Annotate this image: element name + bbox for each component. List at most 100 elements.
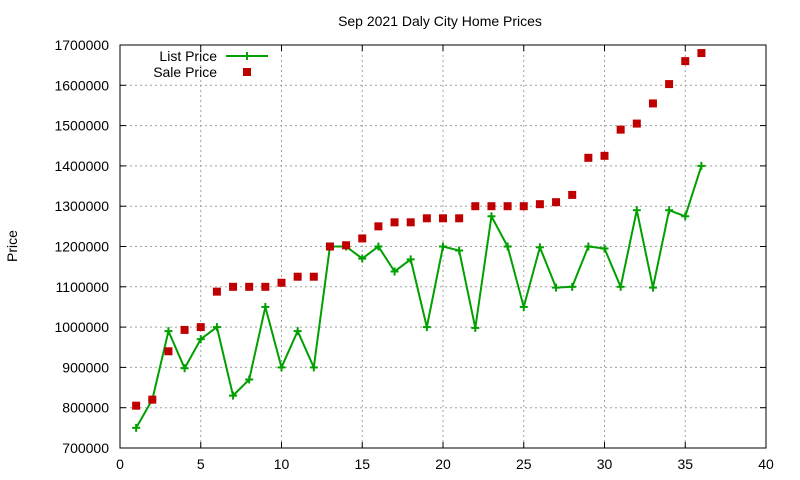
list-price-point [600,244,609,253]
list-price-point [487,212,496,221]
list-price-point [358,254,367,263]
sale-price-point [600,151,609,160]
list-price-point [229,391,238,400]
list-price-point [681,212,690,221]
list-price-point [245,375,254,384]
list-price-point [439,242,447,251]
list-price-point [697,161,706,170]
sale-price-point [309,272,318,281]
list-price-point [584,242,593,251]
sale-price-point [503,202,512,211]
sale-price-point [358,234,367,243]
sale-price-point [342,241,351,250]
sale-price-point [164,347,173,356]
legend-swatch-sale-price [243,68,251,76]
sale-price-point [471,202,480,211]
list-price-point [196,335,205,344]
series-sale-price [132,49,706,410]
sale-price-point [374,222,383,231]
y-tick-label: 1500000 [54,118,109,134]
x-tick-label: 40 [758,456,774,472]
list-price-point [519,302,528,311]
sale-price-point [245,282,254,291]
list-price-point [422,323,431,332]
sale-price-point [632,119,641,128]
sale-price-point [293,272,302,281]
legend-label: List Price [159,48,217,64]
sale-price-point [681,57,690,66]
sale-price-point [616,125,625,134]
list-price-point [277,363,286,372]
sale-price-point [212,287,221,296]
y-tick-label: 1700000 [54,37,109,53]
chart-title: Sep 2021 Daly City Home Prices [338,13,542,29]
sale-price-point [148,395,157,404]
list-price-point [406,255,415,264]
sale-price-point [665,80,674,89]
list-price-point [471,323,480,332]
list-price-point [293,327,302,336]
sale-price-point [229,282,238,291]
y-tick-label: 800000 [62,400,109,416]
sale-price-point [439,214,447,223]
y-tick-label: 900000 [62,359,109,375]
list-price-point [665,206,674,215]
list-price-point [568,282,577,291]
list-price-point [309,363,318,372]
sale-price-point [406,218,415,227]
x-tick-label: 0 [116,456,124,472]
x-tick-label: 10 [274,456,290,472]
x-tick-label: 5 [197,456,205,472]
axis-ticks: 0 5 10 15 20 25 30 35 40 700000 800000 900000 100000… [54,37,774,472]
list-price-line [135,165,703,429]
list-price-point [455,246,464,255]
sale-price-point [325,242,334,251]
list-price-point [164,327,173,336]
list-price-point [632,206,641,215]
list-price-point [648,283,657,292]
sale-price-point [552,198,561,207]
y-tick-label: 1000000 [54,319,109,335]
sale-price-point [390,218,399,227]
y-tick-label: 1400000 [54,158,109,174]
list-price-point [390,267,399,276]
x-tick-label: 20 [435,456,451,472]
series-list-price [132,161,706,432]
sale-price-point [697,49,706,58]
sale-price-point [132,401,141,410]
x-tick-label: 30 [597,456,613,472]
y-tick-label: 700000 [62,440,109,456]
sale-price-point [519,202,528,211]
x-tick-label: 15 [354,456,370,472]
sale-price-point [648,99,657,108]
legend-marker-list-price [243,52,251,60]
sale-price-point [196,323,205,332]
y-tick-label: 1300000 [54,198,109,214]
list-price-point [552,283,561,292]
sale-price-point [487,202,496,211]
sale-price-point [568,190,577,199]
sale-price-point [422,214,431,223]
y-tick-label: 1600000 [54,77,109,93]
sale-price-point [180,325,189,334]
series [132,49,706,432]
sale-price-point [277,278,286,287]
y-axis-label: Price [4,230,20,262]
y-tick-label: 1100000 [56,279,110,295]
list-price-point [535,243,544,252]
sale-price-point [261,282,270,291]
sale-price-point [584,153,593,162]
x-tick-label: 35 [677,456,693,472]
list-price-point [132,423,141,432]
list-price-point [212,323,221,332]
list-price-point [374,242,383,251]
y-tick-label: 1200000 [54,239,109,255]
list-price-point [180,364,189,373]
list-price-point [261,302,270,311]
list-price-point [503,242,512,251]
list-price-point [616,282,625,291]
legend-label: Sale Price [153,64,217,80]
sale-price-point [535,200,544,209]
